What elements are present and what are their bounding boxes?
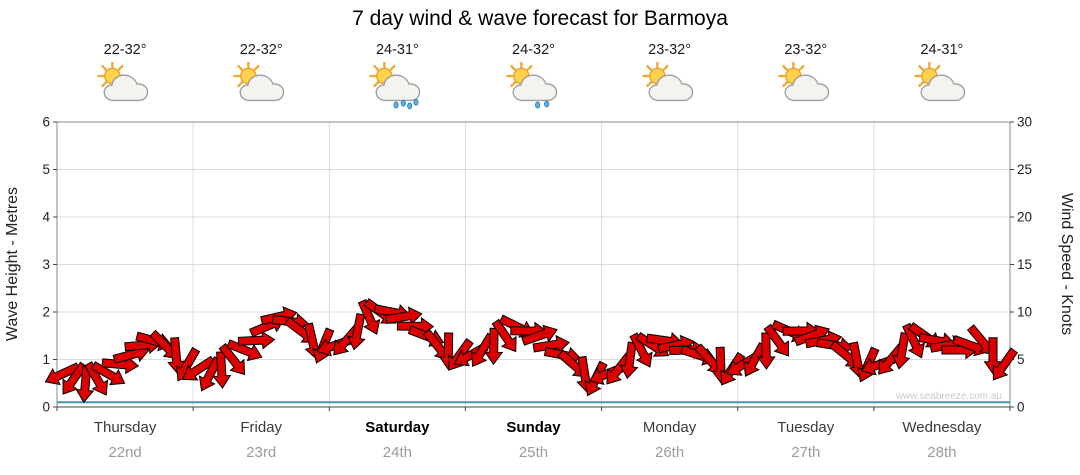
temp-range: 23-32°	[784, 42, 828, 58]
wind-arrow	[62, 361, 88, 395]
wind-arrow	[167, 336, 187, 375]
rain-drop-icon	[407, 102, 413, 110]
day-name: Friday	[240, 419, 283, 436]
wind-arrow	[521, 324, 558, 346]
cloud-icon	[375, 74, 421, 102]
axis-tick-labels: 0 1 2 3 4 5 6 0 5 10 15 20 25 30	[42, 115, 1032, 415]
wind-arrow	[484, 327, 504, 366]
day-date: 24th	[382, 444, 412, 461]
svg-text:5: 5	[42, 162, 50, 177]
day-name: Wednesday	[902, 419, 982, 436]
cloud-icon	[784, 74, 830, 102]
temp-range: 23-32°	[648, 42, 692, 58]
day-date: 27th	[791, 444, 821, 461]
wind-arrow	[619, 341, 639, 380]
svg-text:30: 30	[1017, 115, 1032, 130]
day-name: Saturday	[365, 419, 430, 436]
svg-text:2: 2	[42, 305, 50, 320]
svg-text:20: 20	[1017, 210, 1032, 225]
svg-text:15: 15	[1017, 257, 1032, 272]
wind-arrow	[44, 362, 81, 386]
temp-range: 24-31°	[375, 42, 419, 58]
weather-icon-partly-cloudy	[233, 60, 289, 110]
right-axis-title: Wind Speed - Knots	[1058, 193, 1075, 335]
wind-arrow	[385, 306, 423, 326]
weather-icon-rain	[369, 60, 425, 110]
svg-text:25: 25	[1017, 162, 1032, 177]
svg-text:1: 1	[42, 352, 50, 367]
weather-icon-partly-cloudy	[97, 60, 153, 110]
temp-range: 22-32°	[239, 42, 283, 58]
wind-arrow	[357, 298, 381, 335]
svg-text:5: 5	[1017, 352, 1025, 367]
watermark: www.seabreeze.com.au	[895, 391, 1002, 402]
rain-drop-icon	[393, 101, 400, 109]
wind-arrow	[891, 331, 911, 370]
cloud-icon	[920, 74, 966, 102]
svg-text:10: 10	[1017, 305, 1032, 320]
svg-text:4: 4	[42, 210, 50, 225]
wind-arrow	[218, 342, 246, 376]
day-name: Monday	[642, 419, 697, 436]
wind-arrow	[237, 330, 276, 350]
day-date: 22nd	[108, 444, 142, 461]
temp-range: 22-32°	[103, 42, 147, 58]
temp-range: 24-32°	[512, 42, 555, 58]
day-date: 25th	[518, 444, 549, 461]
wind-arrow	[347, 312, 366, 351]
wind-arrow	[743, 342, 768, 377]
wind-arrow	[992, 347, 1019, 381]
svg-text:0: 0	[42, 400, 50, 415]
rain-drop-icon	[401, 99, 407, 107]
svg-text:6: 6	[42, 115, 50, 130]
wind-arrows	[44, 298, 1019, 404]
wind-arrow	[793, 324, 831, 347]
cloud-icon	[239, 74, 285, 102]
wind-arrow	[226, 339, 263, 362]
rain-drop-icon	[413, 98, 419, 106]
cloud-icon	[512, 74, 557, 102]
rain-drop-icon	[543, 100, 549, 108]
svg-text:0: 0	[1017, 400, 1025, 415]
weather-icon-showers	[505, 60, 562, 110]
wind-arrow	[75, 365, 95, 404]
weather-icon-partly-cloudy	[777, 60, 834, 110]
svg-text:3: 3	[42, 257, 50, 272]
day-name: Thursday	[93, 419, 157, 436]
rain-drop-icon	[534, 101, 540, 109]
chart-title: 7 day wind & wave forecast for Barmoya	[352, 7, 728, 30]
wind-arrow	[90, 361, 126, 386]
day-name: Tuesday	[777, 419, 835, 436]
wind-arrow	[198, 356, 223, 392]
wind-arrow	[212, 351, 232, 389]
wind-arrow	[763, 323, 790, 357]
left-axis-title: Wave Height - Metres	[4, 187, 21, 341]
wind-arrow	[629, 332, 653, 368]
weather-icon-partly-cloudy	[914, 60, 970, 110]
day-date: 26th	[654, 444, 685, 461]
wind-arrow	[491, 318, 517, 353]
wind-arrow	[902, 322, 925, 359]
day-date: 28th	[927, 444, 957, 461]
temp-range: 24-31°	[920, 42, 964, 58]
wind-arrow	[983, 337, 1003, 375]
wind-arrow	[182, 355, 216, 381]
day-name: Sunday	[506, 419, 561, 436]
wind-arrow	[532, 334, 571, 354]
cloud-icon	[103, 74, 149, 102]
wind-arrow	[756, 332, 776, 370]
axis-ticks	[53, 121, 1014, 411]
weather-icon-partly-cloudy	[641, 60, 698, 110]
day-date: 23rd	[246, 444, 277, 461]
cloud-icon	[648, 74, 693, 102]
wind-arrow	[84, 361, 109, 396]
wind-arrow	[470, 332, 496, 368]
